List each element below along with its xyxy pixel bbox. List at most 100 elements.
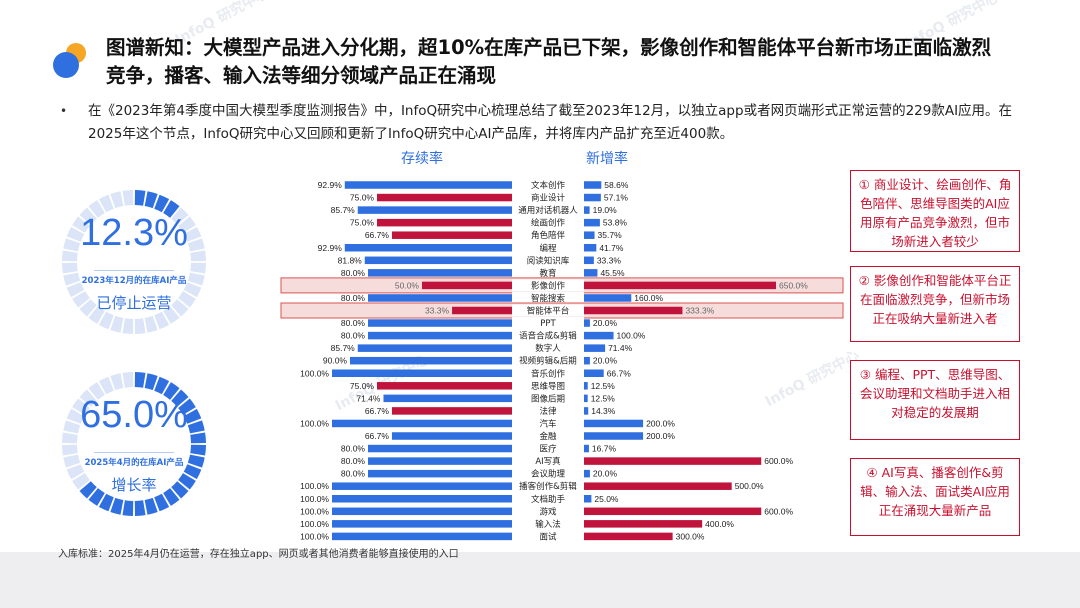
bar-retention — [344, 181, 512, 189]
category-label: 法律 — [539, 406, 557, 417]
ring-segment — [122, 500, 134, 516]
ring-segment — [187, 272, 205, 286]
bar-growth — [584, 206, 590, 214]
data-label-growth: 600.0% — [764, 506, 793, 516]
bar-retention — [357, 344, 512, 352]
stat-value: 12.3% — [80, 212, 188, 254]
category-label: 医疗 — [539, 444, 557, 455]
ring-segment — [88, 306, 105, 324]
category-label: 编程 — [539, 243, 557, 254]
data-label-retention: 100.0% — [300, 368, 329, 378]
bar-growth — [584, 444, 589, 453]
bar-growth — [584, 356, 590, 365]
bar-retention — [383, 394, 512, 403]
data-label-retention: 100.0% — [300, 519, 329, 529]
category-label: AI写真 — [535, 456, 561, 467]
data-label-retention: 66.7% — [365, 230, 390, 240]
category-bg — [512, 204, 584, 217]
ring-segment — [183, 408, 202, 424]
data-label-growth: 12.5% — [591, 381, 616, 391]
category-label: 输入法 — [535, 519, 561, 530]
category-bg — [512, 216, 584, 229]
ring-segment — [66, 408, 85, 424]
data-label-retention: 80.0% — [341, 293, 366, 303]
ring-segment — [154, 194, 170, 213]
ring-segment — [178, 291, 196, 308]
category-bg — [512, 530, 584, 543]
data-label-growth: 20.0% — [593, 356, 618, 366]
data-label-retention: 85.7% — [331, 343, 356, 353]
bar-retention — [391, 432, 512, 440]
category-label: 视频剪辑&后期 — [519, 356, 577, 367]
bar-growth — [584, 244, 597, 252]
data-label-growth: 650.0% — [779, 280, 808, 290]
divider — [94, 270, 174, 271]
data-label-growth: 300.0% — [676, 531, 705, 541]
ring-segment — [63, 454, 81, 468]
ring-segment — [110, 497, 124, 515]
data-label-growth: 600.0% — [764, 456, 793, 466]
ring-segment — [178, 473, 196, 490]
legend-retention: 存续率 — [401, 151, 443, 167]
ring-chart — [62, 190, 206, 334]
footer-band — [0, 552, 1080, 608]
category-bg — [512, 417, 584, 430]
ring-segment — [63, 272, 81, 286]
category-bg — [512, 266, 584, 279]
ring-segment — [134, 372, 146, 388]
ring-segment — [183, 464, 202, 480]
bar-growth — [584, 218, 600, 227]
data-label-retention: 80.0% — [341, 318, 366, 328]
category-bg — [512, 179, 584, 191]
bar-retention — [344, 244, 512, 252]
data-label-growth: 19.0% — [593, 205, 618, 215]
data-label-retention: 50.0% — [395, 280, 420, 290]
category-label: 思维导图 — [531, 381, 565, 392]
category-label: 阅读知识库 — [527, 255, 570, 266]
category-bg — [512, 317, 584, 330]
ring-segment — [134, 318, 146, 334]
bar-growth — [584, 269, 598, 277]
category-bg — [512, 191, 584, 204]
data-label-retention: 92.9% — [318, 180, 343, 190]
category-bg — [512, 291, 584, 304]
data-label-retention: 81.8% — [338, 255, 363, 265]
bar-retention — [377, 218, 512, 227]
data-label-growth: 66.7% — [607, 368, 632, 378]
category-label: 教育 — [539, 268, 556, 279]
bar-growth — [584, 407, 589, 415]
bar-growth — [584, 482, 732, 490]
data-label-growth: 35.7% — [598, 230, 623, 240]
bar-retention — [377, 193, 512, 202]
ring-segment — [163, 382, 180, 400]
ring-segment — [171, 299, 189, 317]
divider — [94, 452, 174, 453]
bar-retention — [368, 269, 512, 277]
ring-segment — [62, 444, 78, 456]
ring-segment — [171, 389, 189, 407]
bar-retention — [368, 294, 512, 302]
bar-retention — [368, 469, 512, 478]
category-label: 游戏 — [539, 506, 557, 517]
bar-growth — [584, 457, 762, 465]
bar-growth — [584, 331, 614, 340]
ring-segment — [122, 190, 134, 206]
ring-segment — [144, 191, 158, 209]
ring-segment — [110, 315, 124, 333]
data-label-retention: 80.0% — [341, 268, 366, 278]
bar-retention — [377, 382, 512, 390]
bar-retention — [368, 457, 512, 465]
bar-retention — [368, 444, 512, 453]
bar-retention — [332, 520, 512, 528]
ring-segment — [62, 250, 78, 262]
ring-segment — [79, 389, 97, 407]
category-bg — [512, 229, 584, 242]
bar-growth — [584, 231, 595, 239]
data-label-growth: 200.0% — [646, 418, 675, 428]
ring-segment — [72, 398, 90, 415]
bar-growth — [584, 432, 644, 440]
ring-segment — [66, 464, 85, 480]
bar-growth — [584, 495, 592, 503]
ring-chart — [62, 372, 206, 516]
data-label-growth: 20.0% — [593, 469, 618, 479]
